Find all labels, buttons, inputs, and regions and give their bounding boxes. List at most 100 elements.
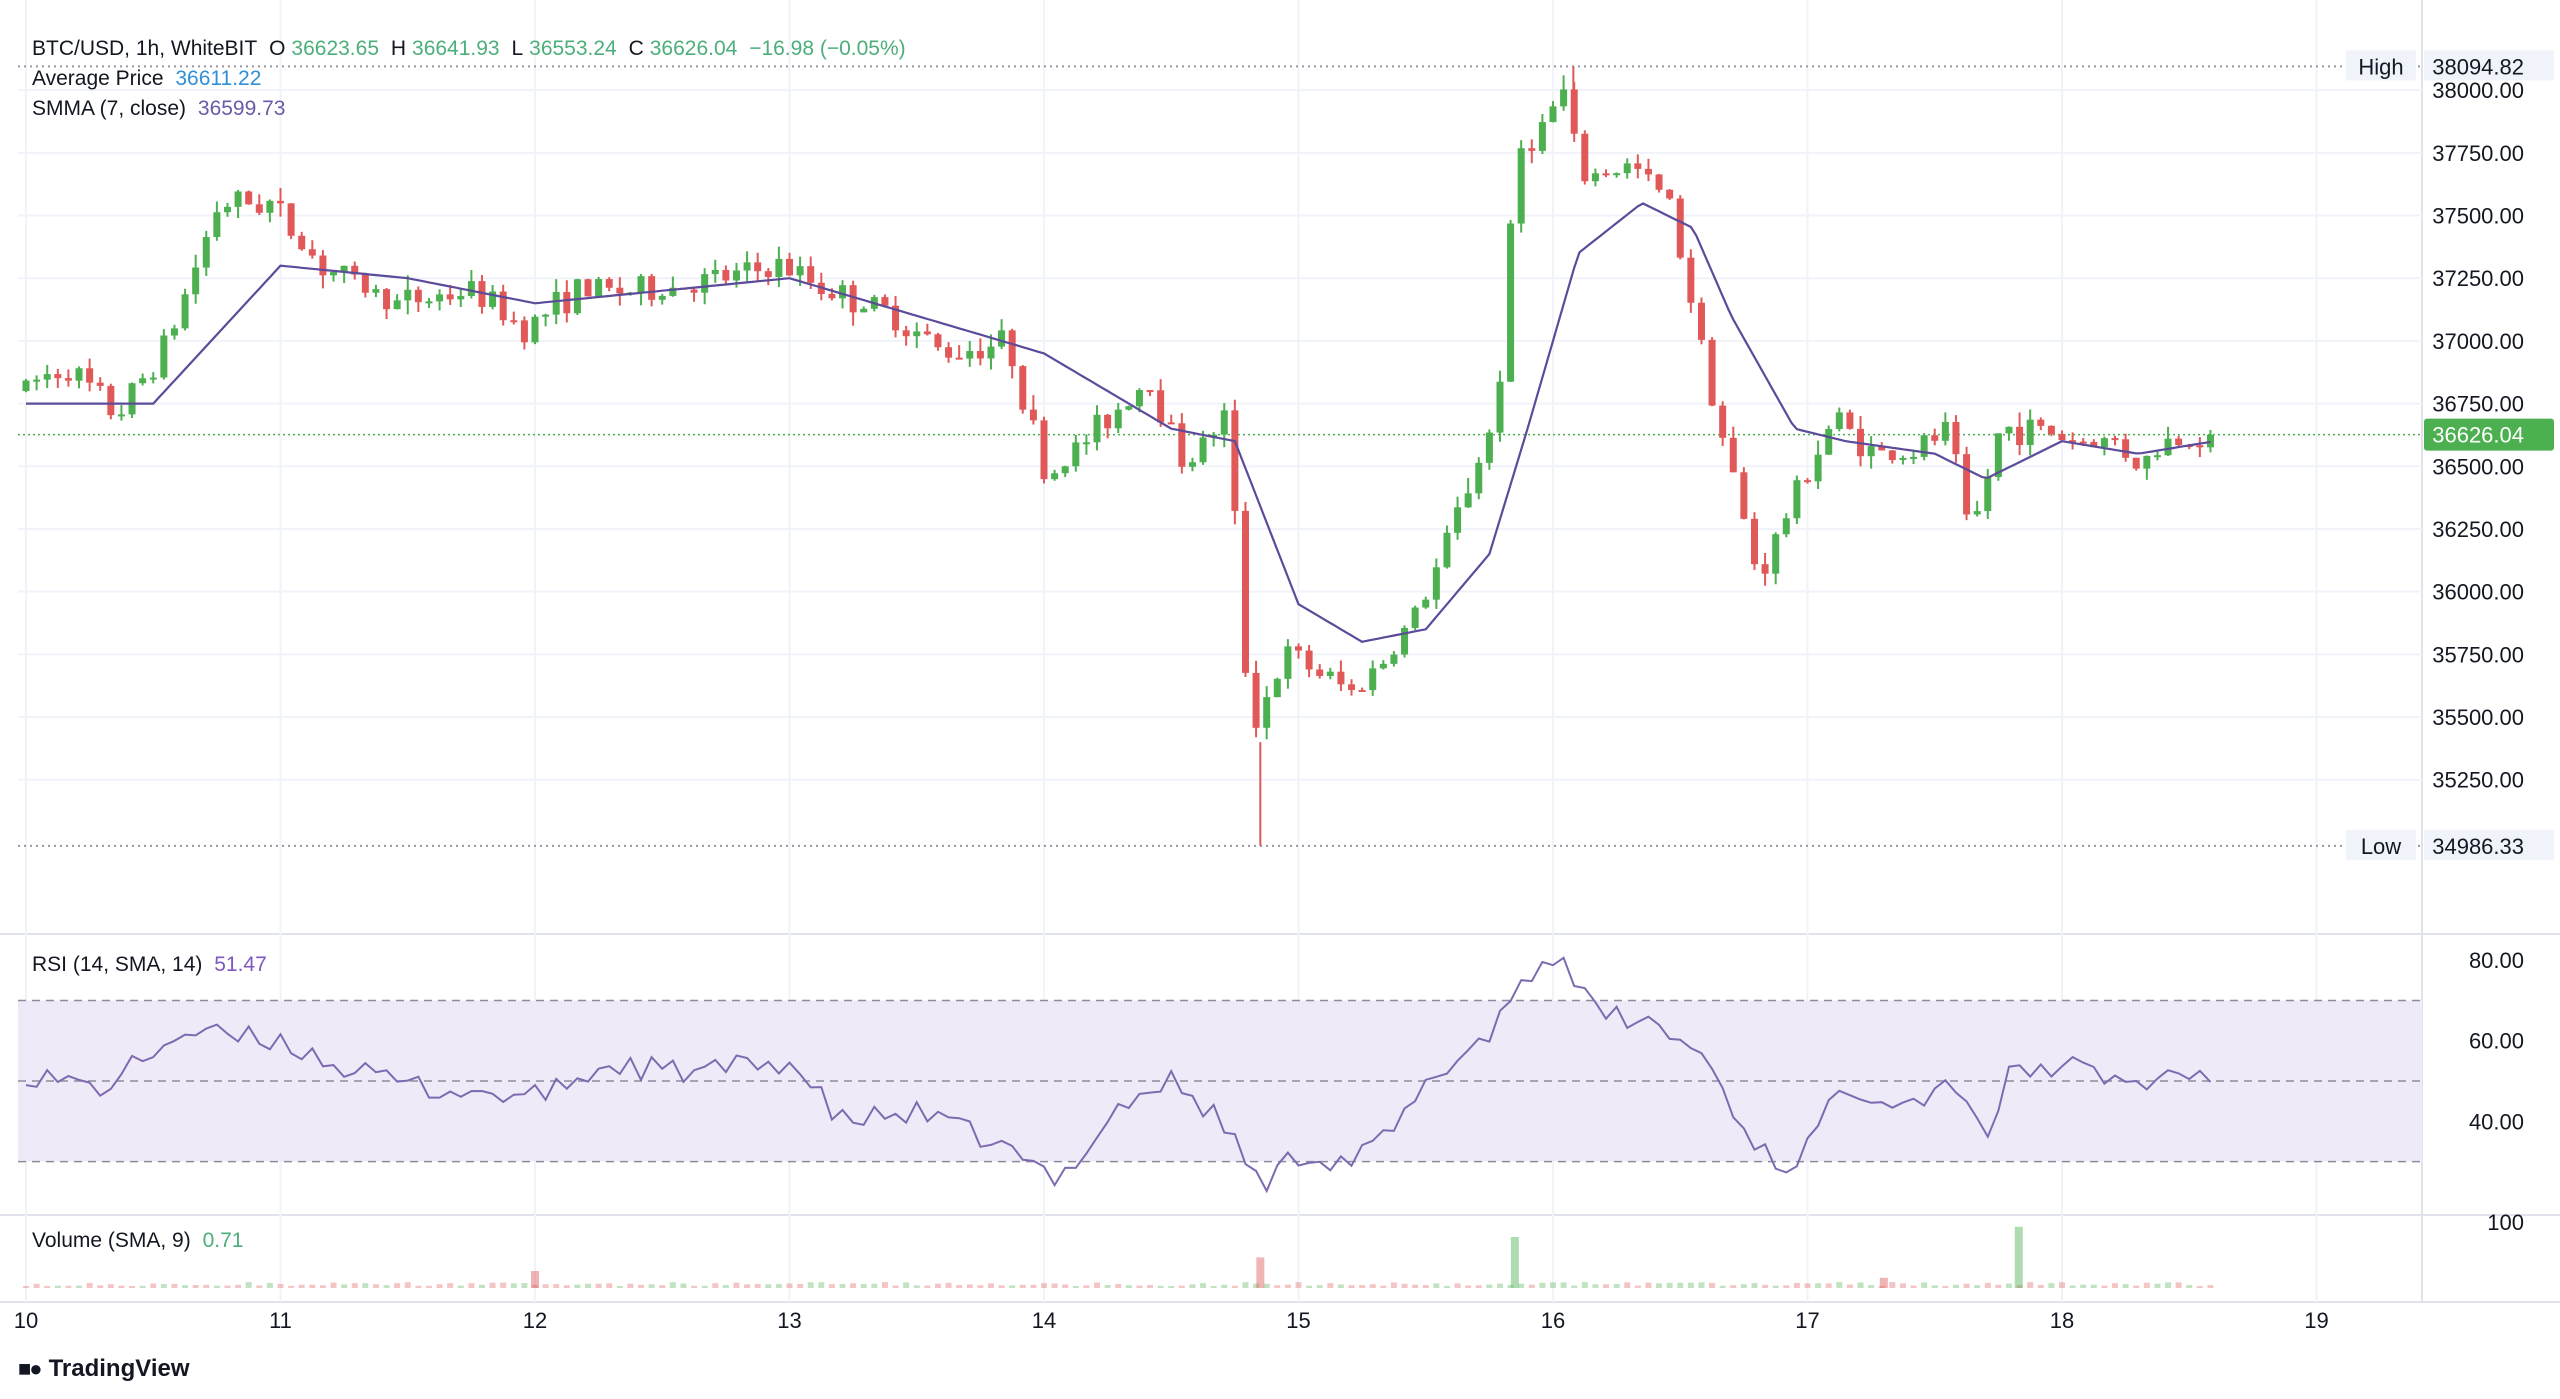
candle-body (1591, 173, 1599, 182)
candle-body (33, 379, 41, 382)
volume-bar (288, 1285, 295, 1288)
candles (22, 66, 2214, 846)
volume-label: Volume (SMA, 9) (32, 1229, 191, 1252)
candle-body (192, 267, 200, 295)
candle (510, 311, 518, 325)
volume-bar (1730, 1285, 1737, 1288)
candle-body (1782, 518, 1790, 535)
x-tick-11: 11 (269, 1308, 292, 1333)
volume-bar (1539, 1282, 1546, 1288)
candle (1814, 440, 1822, 490)
candle-body (732, 270, 740, 281)
candle-body (22, 380, 30, 392)
candle (2122, 433, 2130, 462)
candle (2037, 417, 2045, 431)
candle-body (998, 330, 1006, 347)
volume-bar (680, 1283, 687, 1288)
volume-bar (881, 1282, 888, 1288)
candle (849, 280, 857, 326)
avg-price-legend[interactable]: Average Price 36611.22 (32, 64, 267, 94)
candle (722, 265, 730, 285)
candle-body (1454, 507, 1462, 533)
candle-body (1485, 432, 1493, 463)
volume-bar (1178, 1285, 1185, 1288)
open-value: 36623.65 (291, 37, 379, 60)
volume-bar (627, 1283, 634, 1288)
candle (1644, 158, 1652, 182)
volume-bar (1157, 1285, 1164, 1288)
candle-body (531, 316, 539, 343)
volume-bar (1613, 1284, 1620, 1288)
candle-body (1517, 148, 1525, 224)
candle (2175, 435, 2183, 448)
y-tick-4: 37000.00 (2432, 329, 2524, 354)
volume-bar (1083, 1285, 1090, 1288)
smma-legend[interactable]: SMMA (7, close) 36599.73 (32, 94, 291, 124)
candle-body (1093, 414, 1101, 443)
volume-bar (510, 1283, 517, 1288)
candle-body (277, 200, 284, 204)
candle-body (1528, 148, 1536, 151)
volume-bar (468, 1283, 475, 1288)
volume-bar (828, 1284, 835, 1288)
candle (1188, 457, 1196, 472)
volume-spike-2 (1510, 1237, 1519, 1288)
low-label: Low (2361, 834, 2401, 859)
candle (446, 284, 454, 305)
candle-body (170, 328, 178, 336)
volume-bar (616, 1285, 623, 1288)
candle-body (1220, 410, 1228, 435)
volume-bar (585, 1283, 592, 1288)
candle-body (1305, 650, 1313, 670)
y-tick-1: 37750.00 (2432, 141, 2524, 166)
candle (64, 369, 72, 387)
candle-body (2175, 438, 2183, 446)
candle-body (1867, 446, 1875, 457)
candle (86, 358, 94, 392)
volume-bar (97, 1285, 104, 1288)
volume-bar (2069, 1285, 2076, 1288)
candle-body (1019, 366, 1027, 410)
volume-bar (977, 1285, 984, 1288)
candle-body (1029, 409, 1037, 421)
candle (436, 289, 444, 311)
candle-body (1008, 330, 1016, 367)
volume-bar (1009, 1285, 1016, 1288)
rsi-legend[interactable]: RSI (14, SMA, 14) 51.47 (32, 950, 273, 980)
volume-bar (500, 1282, 507, 1288)
candle (637, 274, 645, 306)
candle (192, 254, 200, 304)
candle-body (1920, 435, 1928, 457)
candle-body (1284, 646, 1292, 679)
candle (223, 203, 231, 217)
volume-bar (2005, 1283, 2012, 1288)
candle (711, 259, 719, 283)
candle-body (1432, 567, 1440, 600)
symbol-label[interactable]: BTC/USD, 1h, WhiteBIT (32, 37, 258, 60)
smma-value: 36599.73 (197, 97, 286, 120)
candle-body (1188, 462, 1196, 467)
volume-bar (1571, 1285, 1578, 1288)
volume-bar (2027, 1282, 2034, 1288)
volume-bar (2207, 1285, 2214, 1288)
candle-body (2153, 455, 2161, 458)
candle (43, 364, 51, 389)
candle-body (1676, 198, 1684, 258)
candle (584, 278, 592, 297)
candle (945, 342, 953, 363)
candle (1326, 667, 1334, 680)
candle (1941, 412, 1949, 446)
tradingview-logo[interactable]: ■● TradingView (18, 1355, 190, 1383)
volume-bar (86, 1283, 93, 1288)
volume-bar (1634, 1285, 1641, 1288)
candle-body (1814, 454, 1822, 482)
candle (1835, 407, 1843, 432)
volume-bar (182, 1285, 189, 1288)
smma-polyline (26, 202, 2211, 643)
candle (786, 252, 793, 277)
volume-bar (372, 1284, 379, 1288)
volume-legend[interactable]: Volume (SMA, 9) 0.71 (32, 1226, 249, 1256)
volume-bar (1666, 1282, 1673, 1288)
candle (998, 319, 1006, 350)
